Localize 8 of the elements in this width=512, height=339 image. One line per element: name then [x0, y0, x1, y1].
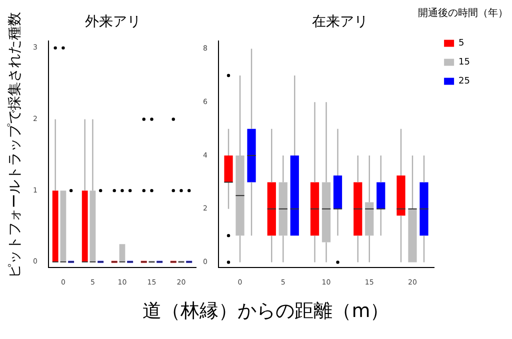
legend-title: 開通後の時間（年） [418, 6, 508, 20]
y-axis-title: ピットフォールトラップで採集された種数 [6, 12, 24, 278]
legend-label: 5 [458, 38, 464, 49]
legend-label: 15 [458, 58, 470, 68]
x-axis-title: 道（林縁）からの距離（m） [142, 299, 390, 324]
chart-title: 外来アリ [85, 14, 141, 30]
chart-title: 在来アリ [312, 14, 368, 30]
legend-label: 25 [458, 76, 470, 87]
